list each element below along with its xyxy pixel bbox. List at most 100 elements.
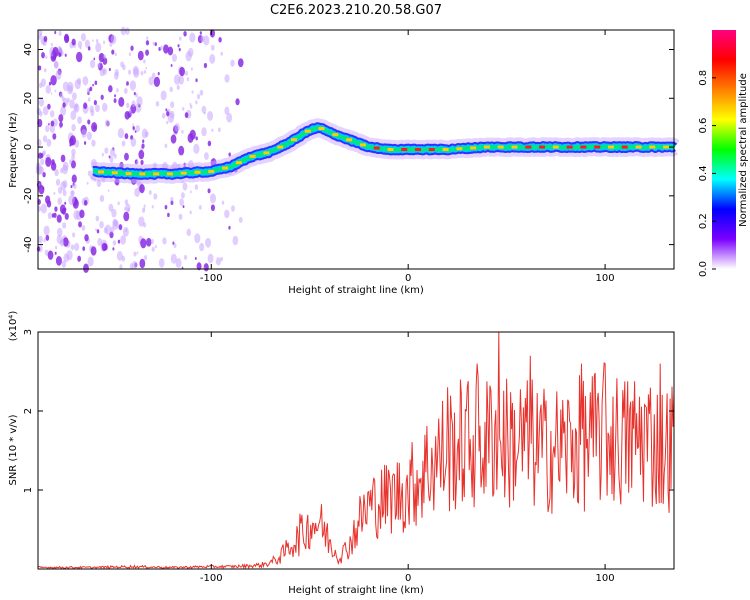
track-peak	[511, 145, 518, 149]
noise-speck	[177, 44, 180, 48]
noise-speck	[179, 66, 185, 77]
noise-speck	[54, 169, 59, 177]
noise-speck	[182, 205, 185, 209]
noise-speck	[152, 41, 155, 46]
noise-speck	[228, 225, 231, 230]
noise-speck	[89, 86, 93, 92]
noise-speck	[143, 70, 147, 74]
noise-speck	[178, 47, 181, 52]
noise-speck	[49, 124, 55, 134]
noise-speck	[84, 39, 90, 48]
noise-speck	[181, 129, 184, 134]
noise-speck	[170, 253, 177, 264]
noise-speck	[46, 138, 52, 147]
noise-speck	[71, 154, 76, 161]
noise-speck	[70, 110, 77, 120]
noise-speck	[199, 242, 205, 252]
noise-speck	[108, 67, 111, 72]
noise-speck	[127, 207, 131, 213]
noise-speck	[64, 201, 67, 205]
noise-speck	[186, 77, 190, 82]
noise-speck	[95, 215, 100, 222]
noise-speck	[38, 184, 45, 195]
noise-speck	[60, 168, 64, 174]
noise-speck	[48, 81, 52, 86]
noise-speck	[86, 87, 91, 94]
noise-speck	[138, 149, 145, 160]
noise-speck	[237, 58, 244, 68]
noise-speck	[189, 190, 192, 194]
noise-speck	[130, 45, 134, 51]
noise-speck	[195, 100, 198, 105]
noise-speck	[45, 234, 50, 241]
noise-speck	[195, 136, 198, 141]
colorbar-tick-label: 0.2	[698, 213, 709, 229]
noise-speck	[56, 214, 62, 223]
snr-x-ticks: -100 0 100	[200, 332, 615, 584]
track-inner	[92, 125, 675, 177]
noise-speck	[217, 127, 221, 133]
noise-speck	[109, 42, 113, 47]
noise-speck	[154, 244, 157, 249]
noise-speck	[69, 137, 75, 146]
noise-speck	[132, 126, 135, 130]
noise-speck	[124, 199, 129, 206]
noise-speck	[109, 148, 115, 157]
noise-speck	[41, 52, 45, 59]
noise-speck	[87, 119, 91, 125]
track-peak	[373, 146, 380, 150]
noise-speck	[136, 96, 143, 107]
noise-speck	[118, 224, 123, 231]
noise-speck	[43, 225, 50, 236]
track-peak	[401, 148, 408, 151]
noise-speck	[121, 255, 126, 262]
noise-speck	[108, 155, 111, 159]
noise-speck	[103, 69, 106, 73]
noise-speck	[151, 204, 154, 209]
noise-speck	[49, 110, 55, 118]
noise-speck	[207, 188, 211, 194]
noise-speck	[207, 110, 214, 121]
noise-speck	[50, 120, 55, 127]
noise-speck	[140, 159, 144, 166]
noise-speck	[210, 44, 215, 51]
noise-speck	[183, 30, 187, 37]
noise-speck	[104, 224, 112, 235]
track-peak	[387, 148, 394, 151]
noise-speck	[166, 120, 169, 125]
noise-speck	[40, 153, 44, 158]
x-tick-label: 100	[596, 573, 615, 584]
noise-speck	[124, 110, 130, 120]
noise-speck	[174, 122, 180, 132]
snr-frame	[37, 331, 675, 570]
noise-speck	[64, 213, 69, 220]
noise-speck	[199, 89, 204, 96]
track-peak	[649, 145, 656, 149]
y-tick-label: -20	[23, 188, 34, 204]
spectrogram-x-ticks: -100 0 100	[200, 30, 615, 284]
noise-speck	[170, 101, 175, 109]
y-tick-label: 20	[23, 92, 34, 105]
noise-speck	[193, 143, 200, 154]
noise-speck	[143, 204, 146, 208]
noise-speck	[230, 205, 235, 212]
noise-speck	[198, 205, 202, 210]
noise-speck	[184, 70, 188, 76]
noise-speck	[97, 62, 101, 69]
noise-speck	[67, 97, 70, 103]
noise-speck	[162, 237, 167, 245]
noise-speck	[99, 194, 105, 203]
noise-speck	[119, 264, 123, 270]
noise-speck	[125, 228, 128, 233]
noise-speck	[104, 147, 109, 154]
noise-speck	[191, 90, 194, 94]
noise-speck	[53, 60, 59, 69]
noise-speck	[80, 33, 86, 42]
noise-speck	[169, 86, 173, 93]
noise-speck	[132, 123, 134, 127]
noise-speck	[150, 239, 154, 245]
snr-y-label: SNR (10 * v/v)	[8, 414, 19, 485]
noise-speck	[82, 76, 89, 86]
track-peak	[415, 148, 422, 151]
noise-speck	[58, 30, 62, 36]
